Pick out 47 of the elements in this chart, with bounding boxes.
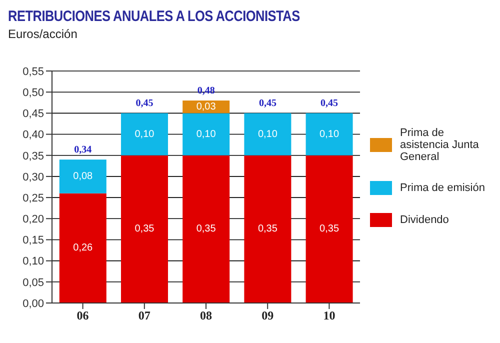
total-label: 0,45	[320, 98, 338, 110]
y-tick-label: 0,45	[22, 108, 44, 120]
y-tick-label: 0,35	[22, 150, 44, 162]
y-axis-title: Euros/acción	[8, 27, 78, 41]
legend-label: Prima de asistencia Junta General	[400, 127, 480, 163]
bar	[244, 113, 292, 156]
bar	[306, 155, 353, 303]
y-tick-label: 0,55	[22, 66, 44, 78]
data-label: 0,35	[196, 224, 216, 235]
bar	[244, 155, 292, 303]
y-tick-label: 0,20	[22, 214, 44, 226]
total-label: 0,45	[258, 98, 276, 110]
bar	[120, 113, 168, 156]
data-label: 0,10	[134, 128, 155, 140]
y-tick-label: 0,00	[22, 298, 44, 310]
data-label: 0,35	[134, 224, 155, 235]
bar	[182, 113, 230, 156]
bar	[59, 193, 106, 303]
data-label: 0,26	[73, 242, 94, 254]
y-tick-label: 0,40	[22, 129, 44, 142]
y-tick-label: 0,25	[22, 192, 44, 204]
data-label: 0,10	[258, 128, 278, 140]
data-label: 0,10	[320, 128, 340, 140]
x-tick-label: 08	[200, 308, 212, 323]
x-tick-label: 07	[138, 308, 150, 323]
data-label: 0,03	[196, 101, 216, 112]
total-label: 0,45	[136, 98, 154, 110]
y-tick-label: 0,50	[22, 86, 44, 99]
data-label: 0,35	[258, 224, 278, 235]
bar	[59, 160, 106, 194]
x-tick-label: 10	[323, 308, 336, 323]
data-label: 0,10	[196, 128, 216, 140]
chart-title: RETRIBUCIONES ANUALES A LOS ACCIONISTAS	[8, 8, 301, 25]
legend-label: Dividendo	[400, 214, 449, 226]
x-tick-label: 09	[262, 308, 274, 323]
bar	[120, 155, 168, 303]
y-tick-label: 0,30	[22, 171, 44, 184]
x-tick-label: 06	[76, 308, 89, 323]
legend-label: Prima de emisión	[400, 182, 485, 194]
y-tick-label: 0,15	[22, 234, 44, 247]
data-label: 0,35	[320, 224, 340, 235]
bar	[182, 155, 230, 303]
data-label: 0,08	[73, 170, 94, 182]
y-tick-label: 0,10	[22, 256, 44, 268]
y-tick-label: 0,05	[22, 276, 44, 289]
total-label: 0,34	[74, 144, 92, 156]
bar	[306, 113, 353, 156]
